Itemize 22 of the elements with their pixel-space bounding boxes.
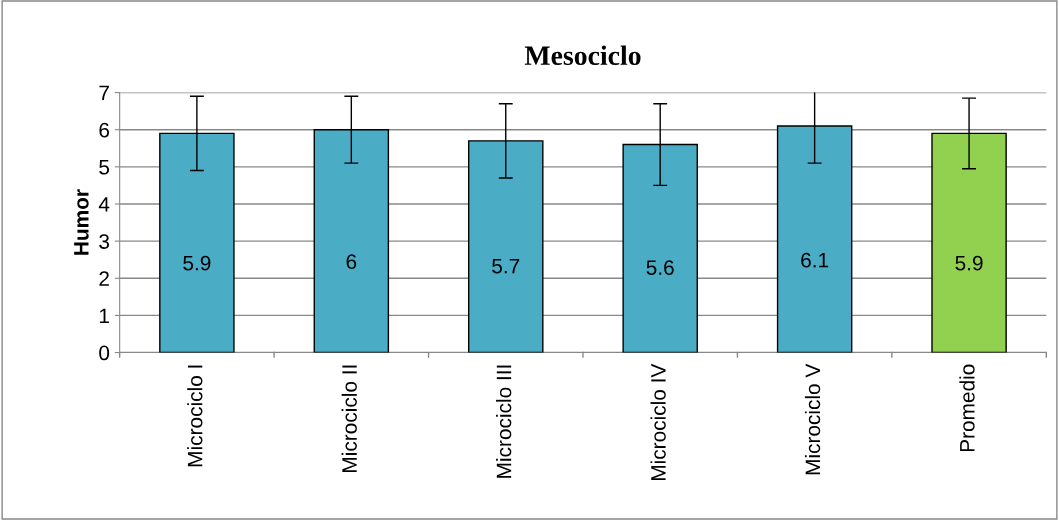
y-axis-title: Humor xyxy=(74,189,89,255)
y-tick-label: 1 xyxy=(99,308,109,323)
y-tick-label: 4 xyxy=(98,197,110,212)
chart-title: Mesociclo xyxy=(524,45,641,66)
x-tick-label: Promedio xyxy=(959,364,975,452)
x-tick-label: Microciclo III xyxy=(496,365,512,478)
data-label: 5.6 xyxy=(646,260,674,275)
data-label: 5.9 xyxy=(955,255,983,271)
data-label: 5.9 xyxy=(183,255,211,271)
y-tick-label: 0 xyxy=(99,345,110,361)
data-label: 6 xyxy=(346,254,357,270)
x-tick-label: Microciclo V xyxy=(804,363,821,475)
y-tick-label: 6 xyxy=(99,122,110,138)
x-tick-label: Microciclo IV xyxy=(650,363,666,481)
y-tick-label: 3 xyxy=(99,234,110,249)
data-label: 5.7 xyxy=(492,258,520,274)
data-label: 6.1 xyxy=(801,252,829,268)
y-tick-label: 5 xyxy=(99,160,110,175)
y-tick-label: 7 xyxy=(99,85,109,101)
x-tick-label: Microciclo I xyxy=(187,365,203,467)
y-tick-label: 2 xyxy=(99,271,109,286)
x-tick-label: Microciclo II xyxy=(341,365,357,472)
